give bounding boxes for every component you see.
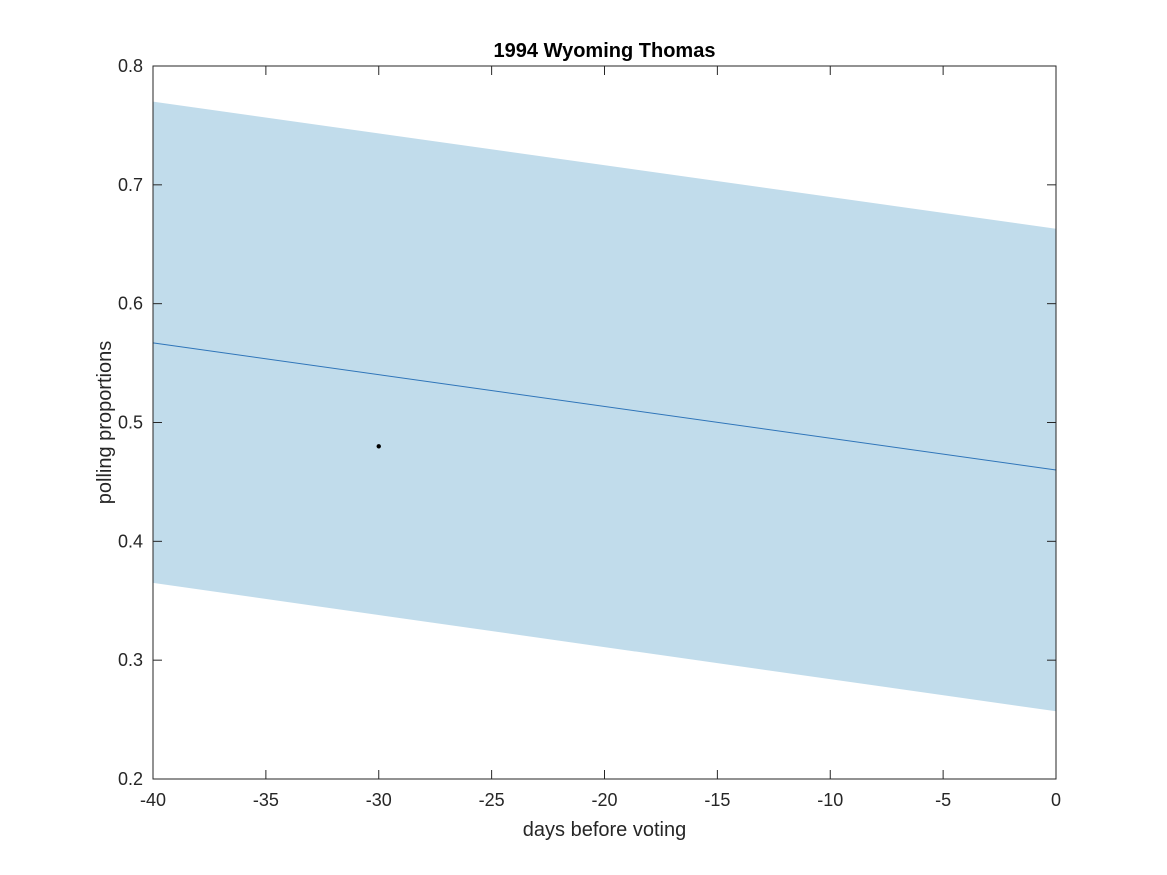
trend-line <box>152 342 1057 471</box>
chart-text: 1994 Wyoming Thomas days before voting p… <box>94 40 1061 841</box>
y-tick-label: 0.2 <box>118 769 143 789</box>
y-tick-label: 0.8 <box>118 56 143 76</box>
y-tick-label: 0.4 <box>118 531 143 551</box>
axes <box>152 65 1057 780</box>
y-tick-label: 0.3 <box>118 650 143 670</box>
x-tick-label: -20 <box>591 790 617 810</box>
x-tick-label: -15 <box>704 790 730 810</box>
x-tick-label: -10 <box>817 790 843 810</box>
x-tick-label: -40 <box>140 790 166 810</box>
y-tick-label: 0.5 <box>118 413 143 433</box>
poll-data-point <box>376 444 381 449</box>
y-tick-label: 0.6 <box>118 294 143 314</box>
plot-area <box>152 101 1057 712</box>
x-tick-label: -30 <box>366 790 392 810</box>
chart-title: 1994 Wyoming Thomas <box>494 40 716 62</box>
y-axis-label: polling proportions <box>94 341 116 504</box>
x-tick-label: -25 <box>479 790 505 810</box>
y-tick-label: 0.7 <box>118 175 143 195</box>
x-tick-label: 0 <box>1051 790 1061 810</box>
x-axis-label: days before voting <box>523 819 686 841</box>
x-tick-label: -5 <box>935 790 951 810</box>
x-tick-label: -35 <box>253 790 279 810</box>
